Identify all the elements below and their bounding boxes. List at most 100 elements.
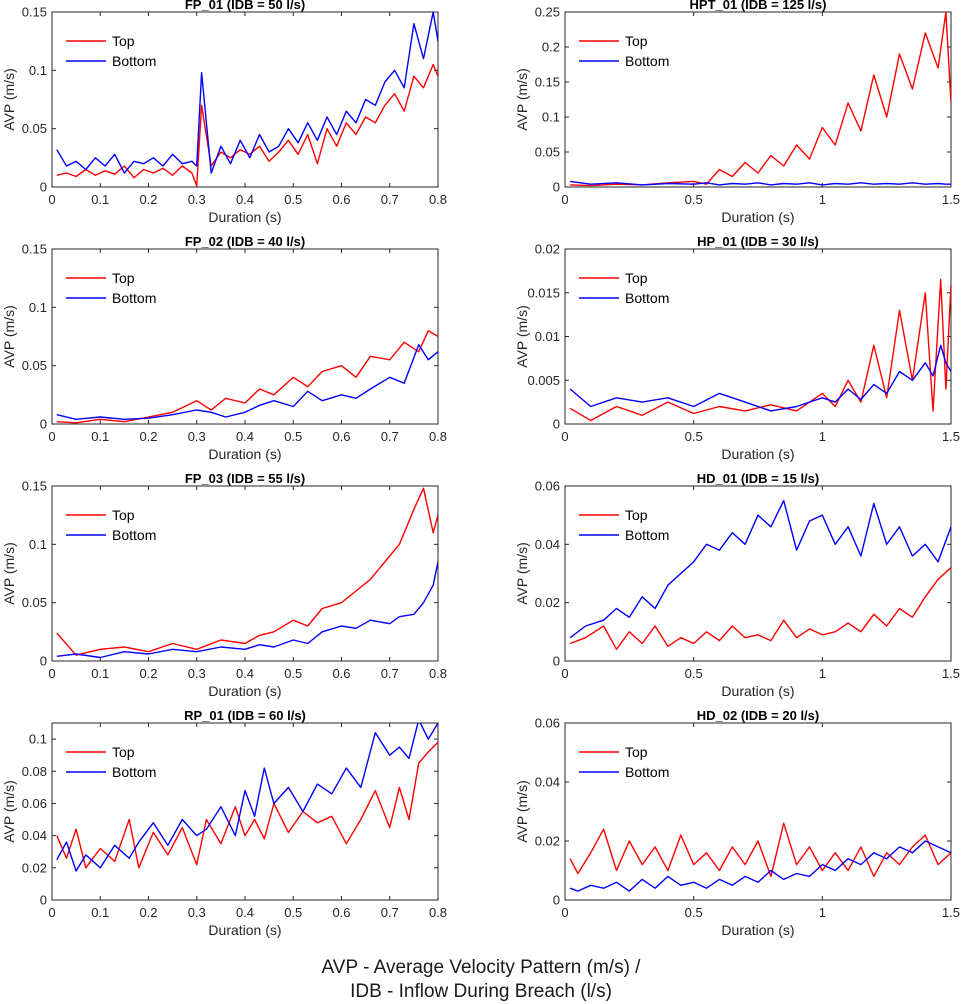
y-axis-label: AVP (m/s) <box>1 780 17 843</box>
x-tick-label: 1 <box>819 429 826 444</box>
y-tick-label: 0 <box>40 654 47 669</box>
y-tick-label: 0.01 <box>535 329 560 344</box>
x-tick-label: 0.8 <box>429 666 447 681</box>
x-tick-label: 0.3 <box>188 429 206 444</box>
y-tick-label: 0.15 <box>22 479 47 494</box>
chart-panel-1: 0 0.1 0.2 0.3 0.4 0.5 0.6 0.7 0.8 0 0.05 0.1 0.15 FP_… <box>1 0 447 225</box>
x-axis-label: Duration (s) <box>721 922 794 938</box>
series-line-bottom <box>56 561 438 659</box>
chart-panel-5: 0 0.1 0.2 0.3 0.4 0.5 0.6 0.7 0.8 0 0.05 0.1 0.15 FP_… <box>1 471 447 699</box>
chart-title: HD_01 (IDB = 15 l/s) <box>697 471 819 486</box>
y-tick-label: 0 <box>553 893 560 908</box>
y-tick-label: 0.06 <box>535 716 560 731</box>
x-axis-label: Duration (s) <box>721 683 794 699</box>
x-tick-label: 0.5 <box>284 666 302 681</box>
series-line-top <box>570 12 951 187</box>
series-line-top <box>569 567 951 650</box>
x-tick-label: 0.4 <box>236 192 254 207</box>
plot-area <box>564 11 952 188</box>
series-line-bottom <box>56 344 438 420</box>
y-tick-label: 0 <box>40 417 47 432</box>
x-axis-label: Duration (s) <box>208 922 281 938</box>
y-tick-label: 0.06 <box>535 479 560 494</box>
y-tick-label: 0.05 <box>22 595 47 610</box>
x-tick-label: 1.5 <box>942 429 960 444</box>
y-tick-label: 0.15 <box>22 5 47 20</box>
x-tick-label: 0.1 <box>91 192 109 207</box>
plot-area <box>51 485 439 662</box>
x-tick-label: 0.2 <box>139 905 157 920</box>
y-tick-label: 0 <box>553 654 560 669</box>
series-line-bottom <box>569 499 951 639</box>
chart-panel-4: 0 0.5 1 1.5 0 0.005 0.01 0.015 0.02 HP_01 (IDB = … <box>514 234 960 462</box>
caption-line-1: AVP - Average Velocity Pattern (m/s) / <box>321 957 641 978</box>
legend-label-top: Top <box>625 744 648 760</box>
x-tick-label: 0.8 <box>429 429 447 444</box>
legend-label-top: Top <box>625 270 648 286</box>
x-tick-label: 0.1 <box>91 905 109 920</box>
y-axis-label: AVP (m/s) <box>1 305 17 368</box>
x-tick-label: 1 <box>819 192 826 207</box>
y-tick-label: 0.1 <box>29 732 47 747</box>
y-tick-label: 0.02 <box>535 242 560 257</box>
legend-label-bottom: Bottom <box>625 764 669 780</box>
chart-panel-2: 0 0.5 1 1.5 0 0.05 0.1 0.15 0.2 0.25 HPT_01 (IDB =… <box>514 0 960 225</box>
chart-title: FP_02 (IDB = 40 l/s) <box>185 234 305 249</box>
y-tick-label: 0.2 <box>542 40 560 55</box>
x-tick-label: 0.1 <box>91 429 109 444</box>
x-tick-label: 0.8 <box>429 905 447 920</box>
series-line-bottom <box>56 723 438 872</box>
y-tick-label: 0.02 <box>22 860 47 875</box>
chart-panel-3: 0 0.1 0.2 0.3 0.4 0.5 0.6 0.7 0.8 0 0.05 0.1 0.15 FP_… <box>1 234 447 462</box>
x-tick-label: 0.8 <box>429 192 447 207</box>
x-tick-label: 0.7 <box>381 666 399 681</box>
caption-line-2: IDB - Inflow During Breach (l/s) <box>350 981 612 1002</box>
series-line-bottom <box>569 840 951 892</box>
x-tick-label: 0.5 <box>685 429 703 444</box>
y-tick-label: 0.005 <box>527 373 560 388</box>
y-tick-label: 0.25 <box>535 5 560 20</box>
x-tick-label: 0.6 <box>332 905 350 920</box>
series-line-top <box>56 741 438 869</box>
x-axis-label: Duration (s) <box>721 446 794 462</box>
x-tick-label: 0.3 <box>188 905 206 920</box>
y-tick-label: 0.02 <box>535 595 560 610</box>
y-tick-label: 0.1 <box>29 300 47 315</box>
chart-title: HP_01 (IDB = 30 l/s) <box>697 234 819 249</box>
x-axis-label: Duration (s) <box>208 209 281 225</box>
x-tick-label: 0.4 <box>236 905 254 920</box>
y-tick-label: 0.06 <box>22 796 47 811</box>
y-tick-label: 0.05 <box>535 145 560 160</box>
legend-label-top: Top <box>625 33 648 49</box>
y-tick-label: 0.08 <box>22 764 47 779</box>
y-tick-label: 0.04 <box>535 775 560 790</box>
x-axis-label: Duration (s) <box>208 683 281 699</box>
chart-title: FP_03 (IDB = 55 l/s) <box>185 471 305 486</box>
x-tick-label: 0.7 <box>381 192 399 207</box>
chart-title: FP_01 (IDB = 50 l/s) <box>185 0 305 12</box>
x-tick-label: 0.7 <box>381 429 399 444</box>
x-tick-label: 0 <box>561 666 568 681</box>
y-tick-label: 0.02 <box>535 834 560 849</box>
x-axis-label: Duration (s) <box>721 209 794 225</box>
y-tick-label: 0 <box>553 417 560 432</box>
y-tick-label: 0 <box>40 893 47 908</box>
chart-panel-8: 0 0.5 1 1.5 0 0.02 0.04 0.06 HD_02 (IDB = 20 l/s… <box>514 708 960 938</box>
plot-area <box>564 248 952 425</box>
chart-title: HPT_01 (IDB = 125 l/s) <box>690 0 827 12</box>
x-tick-label: 0 <box>561 905 568 920</box>
x-tick-label: 0.4 <box>236 429 254 444</box>
x-tick-label: 0 <box>48 429 55 444</box>
series-line-bottom <box>569 344 951 412</box>
plot-area <box>564 722 952 901</box>
x-tick-label: 1 <box>819 666 826 681</box>
legend-label-top: Top <box>112 270 135 286</box>
x-tick-label: 0.1 <box>91 666 109 681</box>
x-tick-label: 0.2 <box>139 666 157 681</box>
x-tick-label: 0.5 <box>685 192 703 207</box>
x-tick-label: 0 <box>48 666 55 681</box>
x-tick-label: 0 <box>561 429 568 444</box>
y-axis-label: AVP (m/s) <box>1 68 17 131</box>
legend-label-bottom: Bottom <box>112 53 156 69</box>
